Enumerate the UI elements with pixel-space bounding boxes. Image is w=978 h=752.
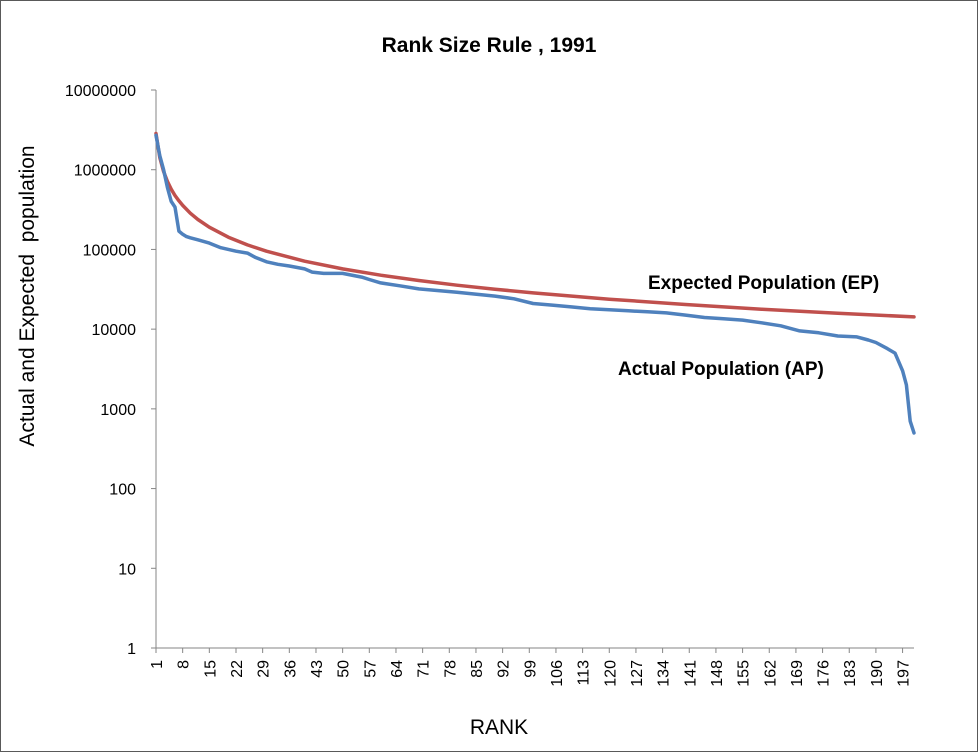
annotation-expected-population: Expected Population (EP) — [648, 273, 879, 294]
axes — [151, 89, 914, 653]
y-tick-label: 1 — [127, 641, 136, 658]
chart-title: Rank Size Rule , 1991 — [381, 34, 597, 57]
x-tick-label: 169 — [789, 660, 806, 687]
x-tick-label: 176 — [816, 660, 833, 687]
x-tick-label: 134 — [656, 660, 673, 687]
x-tick-label: 1 — [149, 660, 166, 669]
x-tick-label: 50 — [336, 660, 353, 678]
x-tick-label: 43 — [309, 660, 326, 678]
y-tick-label: 100000 — [83, 242, 136, 259]
x-tick-label: 127 — [629, 660, 646, 687]
actual-population-line — [154, 133, 916, 435]
x-tick-label: 120 — [602, 660, 619, 687]
x-axis-label: RANK — [469, 716, 529, 739]
y-tick-label: 10000 — [92, 322, 137, 339]
x-tick-label: 85 — [469, 660, 486, 678]
x-tick-label: 64 — [389, 660, 406, 678]
x-tick-label: 22 — [229, 660, 246, 678]
x-tick-label: 106 — [549, 660, 566, 687]
x-tick-label: 155 — [736, 660, 753, 687]
y-tick-label: 1000000 — [74, 163, 136, 180]
x-tick-label: 78 — [442, 660, 459, 678]
x-tick-label: 36 — [282, 660, 299, 678]
x-tick-label: 162 — [762, 660, 779, 687]
y-tick-label: 10000000 — [65, 83, 136, 100]
x-tick-label: 92 — [496, 660, 513, 678]
x-tick-label: 190 — [869, 660, 886, 687]
annotation-actual-population: Actual Population (AP) — [618, 359, 824, 380]
x-tick-label: 8 — [176, 660, 193, 669]
x-tick-label: 183 — [842, 660, 859, 687]
x-tick-label: 99 — [522, 660, 539, 678]
x-tick-labels: 1 8 15 22 29 36 43 50 57 64 71 78 85 92 99 106 113 120 127… — [149, 660, 913, 687]
y-tick-label: 1000 — [100, 402, 136, 419]
y-tick-label: 100 — [109, 482, 136, 499]
x-tick-label: 197 — [896, 660, 913, 687]
y-tick-label: 10 — [118, 561, 136, 578]
x-tick-label: 141 — [682, 660, 699, 687]
x-tick-label: 57 — [362, 660, 379, 678]
x-tick-label: 148 — [709, 660, 726, 687]
x-tick-label: 29 — [256, 660, 273, 678]
x-tick-label: 113 — [576, 660, 593, 686]
x-tick-label: 71 — [416, 660, 433, 678]
series-layer — [154, 131, 916, 435]
expected-population-line — [154, 131, 916, 319]
y-tick-labels: 1 10 100 1000 10000 100000 1000000 10000000 — [65, 83, 136, 658]
x-tick-label: 15 — [202, 660, 219, 678]
